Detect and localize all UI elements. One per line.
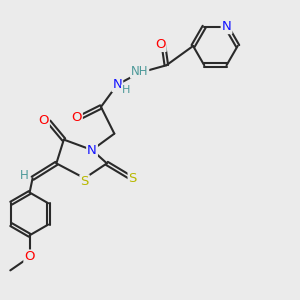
Text: O: O: [155, 38, 166, 51]
Text: O: O: [71, 111, 82, 124]
Text: H: H: [122, 85, 130, 95]
Text: NH: NH: [131, 65, 148, 78]
Text: N: N: [222, 20, 231, 33]
Text: O: O: [24, 250, 35, 263]
Text: N: N: [87, 143, 97, 157]
Text: S: S: [80, 175, 89, 188]
Text: S: S: [129, 172, 137, 185]
Text: H: H: [20, 169, 29, 182]
Text: N: N: [112, 78, 122, 91]
Text: O: O: [38, 114, 49, 127]
